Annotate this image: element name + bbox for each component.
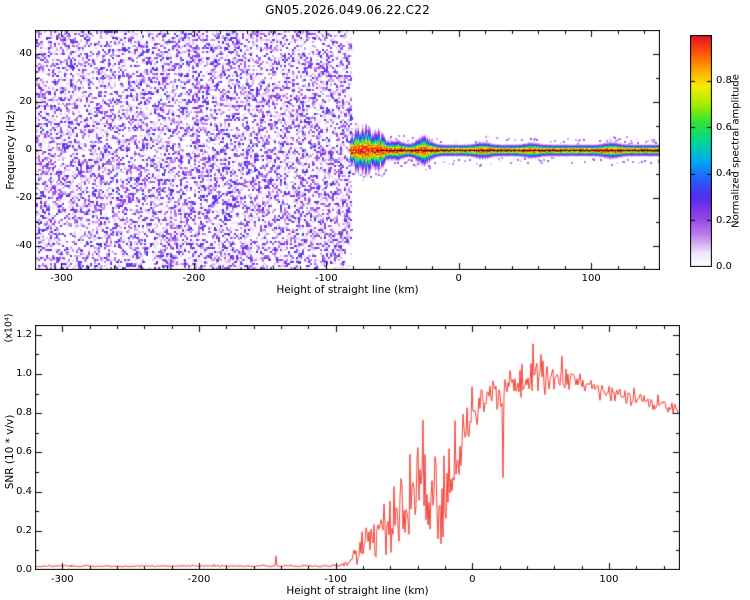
spectrogram-x-tick-label: -300 (50, 273, 73, 284)
spectrogram-y-tick-label: -20 (15, 192, 32, 203)
chart-title: GN05.2026.049.06.22.C22 (265, 3, 430, 17)
snr-y-tick-label: 0.0 (16, 564, 32, 575)
spectrogram-y-tick-label: 20 (19, 96, 32, 107)
snr-y-tick-label: 0.6 (16, 446, 32, 458)
spectrogram-x-tick-label: -200 (182, 273, 206, 284)
spectrogram-x-tick-label: 100 (581, 273, 601, 284)
snr-y-tick-label: 0.8 (16, 407, 32, 419)
colorbar-tick-label: 0.0 (716, 261, 732, 272)
snr-x-tick-label: -200 (187, 574, 211, 585)
snr-y-tick-label: 1.2 (16, 328, 32, 340)
snr-y-tick-label: 0.4 (16, 485, 32, 497)
snr-y-tick-label: 1.0 (16, 368, 32, 379)
colorbar-tick-label: 0.4 (716, 168, 732, 180)
snr-x-tick-label: 100 (599, 574, 619, 585)
snr-x-tick-label: -300 (50, 574, 74, 585)
spectrogram-x-tick-label: 0 (455, 273, 462, 284)
spectrogram-y-tick-label: 0 (25, 144, 32, 155)
colorbar-label: Normalized spectral amplitude (730, 74, 742, 228)
spectrogram-canvas (35, 30, 660, 270)
snr-line-canvas (35, 325, 680, 570)
spectrogram-y-tick-label: -40 (15, 240, 32, 251)
snr-x-tick-label: 0 (469, 574, 476, 585)
snr-x-tick-label: -100 (324, 574, 347, 585)
colorbar-canvas (690, 35, 712, 267)
snr-x-axis-label: Height of straight line (km) (286, 585, 429, 597)
spectrogram-y-tick-label: 40 (19, 48, 32, 59)
spectrogram-x-tick-label: -100 (314, 273, 338, 284)
colorbar-tick-label: 0.2 (716, 214, 732, 226)
colorbar-tick-label: 0.6 (716, 121, 732, 133)
colorbar-tick-label: 0.8 (716, 75, 732, 87)
spectrogram-x-axis-label: Height of straight line (km) (276, 284, 419, 296)
snr-y-tick-label: 0.2 (16, 524, 32, 536)
